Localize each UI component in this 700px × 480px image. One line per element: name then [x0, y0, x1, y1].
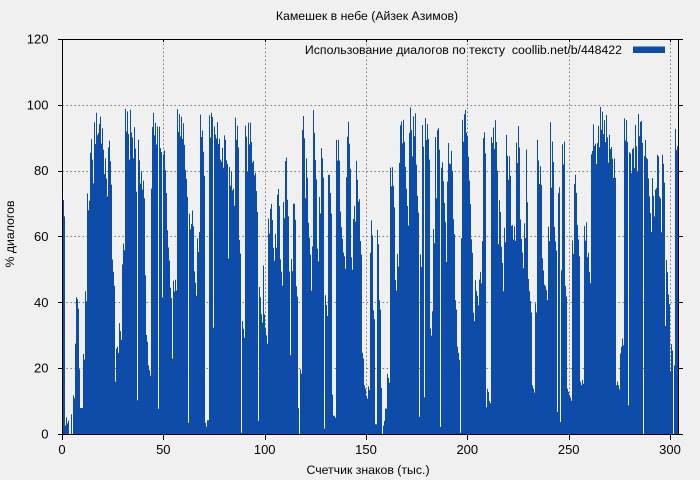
svg-text:Счетчик знаков (тыс.): Счетчик знаков (тыс.) — [306, 463, 429, 477]
svg-text:60: 60 — [34, 229, 48, 244]
svg-text:20: 20 — [34, 361, 48, 376]
svg-text:Использование диалогов по текс: Использование диалогов по тексту coollib… — [305, 43, 622, 57]
svg-text:100: 100 — [27, 97, 49, 112]
svg-text:80: 80 — [34, 163, 48, 178]
svg-text:200: 200 — [456, 442, 478, 457]
svg-text:100: 100 — [254, 442, 276, 457]
svg-text:Камешек в небе (Айзек Азимов): Камешек в небе (Айзек Азимов) — [276, 9, 458, 23]
svg-text:% диалогов: % диалогов — [3, 201, 17, 268]
svg-text:120: 120 — [27, 32, 49, 47]
svg-text:250: 250 — [558, 442, 580, 457]
svg-text:0: 0 — [58, 442, 65, 457]
svg-text:50: 50 — [156, 442, 170, 457]
svg-text:0: 0 — [41, 427, 48, 442]
svg-text:300: 300 — [659, 442, 681, 457]
svg-text:150: 150 — [355, 442, 377, 457]
svg-text:40: 40 — [34, 295, 48, 310]
